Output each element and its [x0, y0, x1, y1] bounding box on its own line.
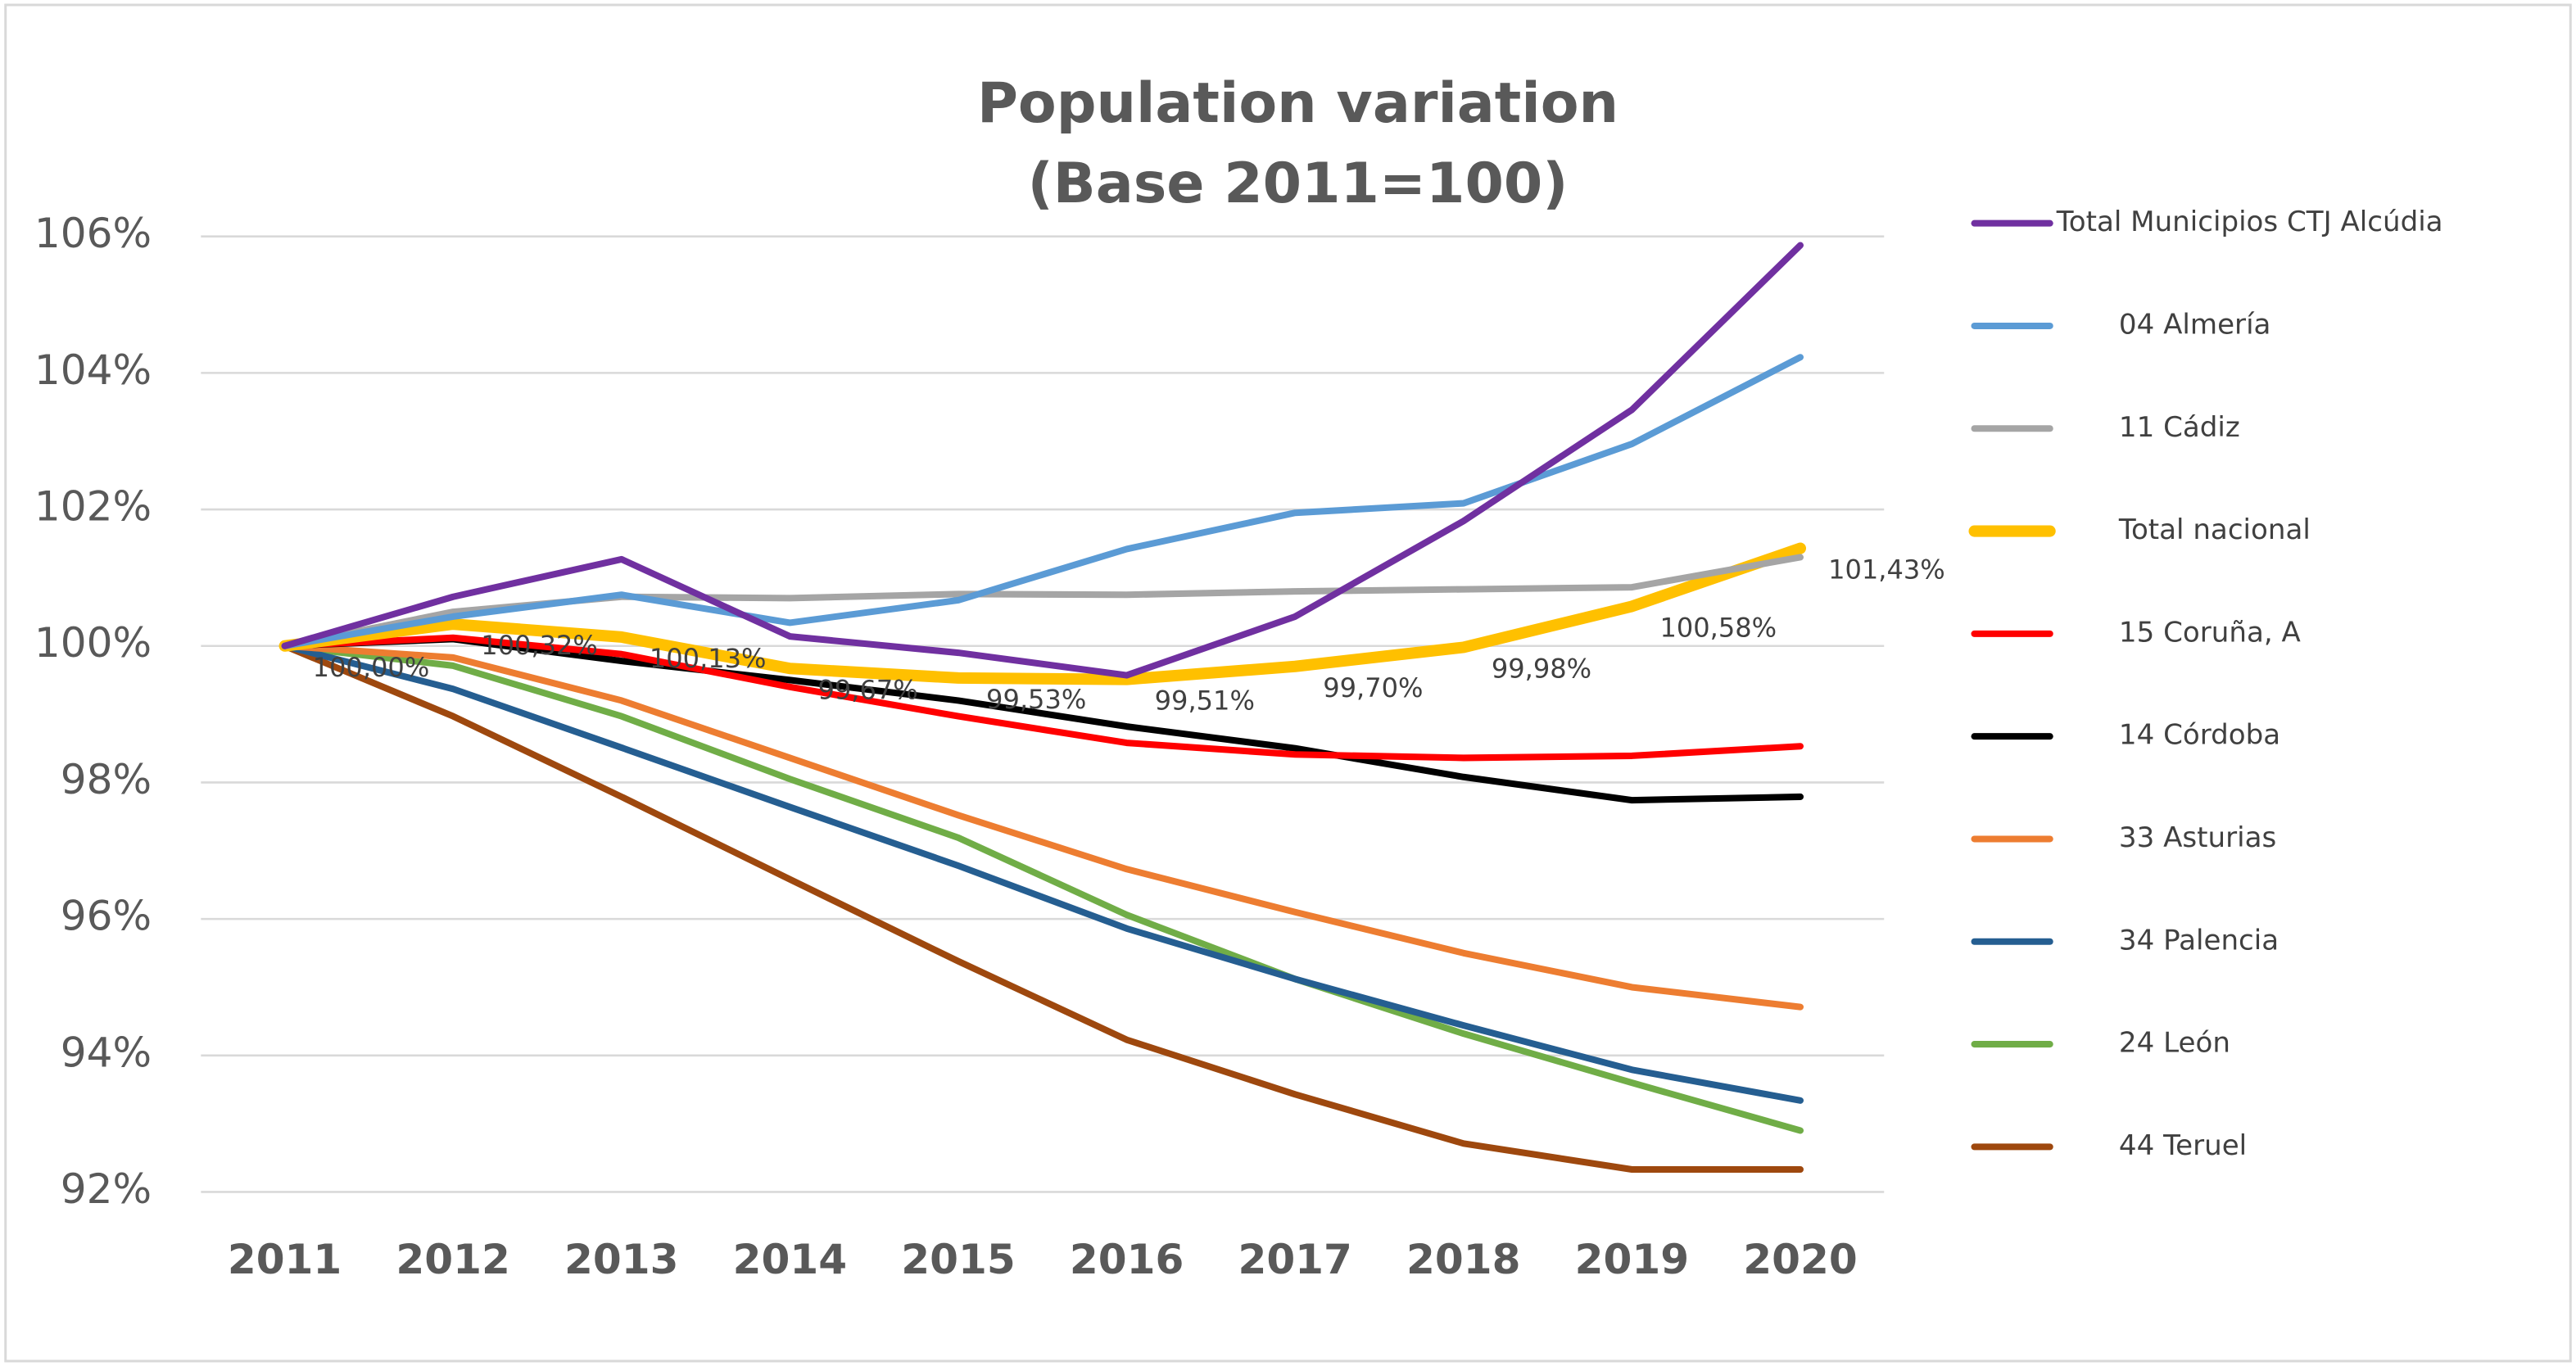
y-tick-label: 94%	[61, 1028, 152, 1076]
data-label: 100,32%	[481, 630, 598, 661]
data-label: 101,43%	[1828, 554, 1945, 586]
chart-subtitle: (Base 2011=100)	[1028, 152, 1569, 216]
data-label: 99,51%	[1155, 685, 1255, 717]
x-tick-label: 2015	[901, 1235, 1015, 1283]
legend-label: 24 León	[2119, 1027, 2230, 1060]
x-tick-label: 2016	[1070, 1235, 1184, 1283]
series-line	[281, 354, 1804, 649]
y-tick-label: 96%	[61, 892, 152, 940]
legend-label: 04 Almería	[2119, 308, 2271, 341]
y-tick-label: 104%	[34, 346, 152, 394]
x-tick-label: 2012	[396, 1235, 509, 1283]
data-label: 100,00%	[313, 652, 430, 683]
x-tick-label: 2014	[733, 1235, 847, 1283]
series-line	[281, 642, 1804, 1011]
series-line	[281, 634, 1804, 762]
data-label: 99,53%	[986, 684, 1086, 715]
series-line	[281, 636, 1804, 804]
legend-label: 34 Palencia	[2119, 924, 2279, 957]
series-line	[281, 642, 1804, 1104]
series-line	[281, 642, 1804, 1134]
legend-label: 11 Cádiz	[2119, 411, 2240, 444]
data-label: 99,98%	[1492, 653, 1591, 684]
x-tick-label: 2019	[1575, 1235, 1689, 1283]
x-tick-label: 2018	[1406, 1235, 1520, 1283]
legend-label: Total nacional	[2118, 513, 2311, 546]
y-tick-label: 100%	[34, 618, 152, 667]
legend-label: 14 Córdoba	[2119, 719, 2280, 752]
y-tick-label: 98%	[61, 755, 152, 803]
y-tick-label: 102%	[34, 482, 152, 531]
series-line	[278, 542, 1807, 685]
x-tick-label: 2017	[1238, 1235, 1351, 1283]
data-label: 99,67%	[817, 674, 917, 705]
legend-label: Total Municipios CTJ Alcúdia	[2056, 206, 2443, 238]
series-line	[281, 242, 1804, 679]
y-tick-label: 92%	[61, 1165, 152, 1213]
x-tick-label: 2020	[1743, 1235, 1857, 1283]
data-label: 100,58%	[1659, 612, 1777, 643]
x-tick-label: 2013	[564, 1235, 678, 1283]
legend-label: 33 Asturias	[2119, 821, 2276, 854]
data-label: 99,70%	[1323, 672, 1423, 703]
legend-label: 15 Coruña, A	[2119, 616, 2302, 649]
series-line	[281, 642, 1804, 1173]
y-tick-label: 106%	[34, 209, 152, 257]
data-label: 100,13%	[650, 643, 767, 674]
x-tick-label: 2011	[228, 1235, 342, 1283]
legend-label: 44 Teruel	[2119, 1129, 2247, 1162]
chart-title: Population variation	[977, 71, 1618, 136]
